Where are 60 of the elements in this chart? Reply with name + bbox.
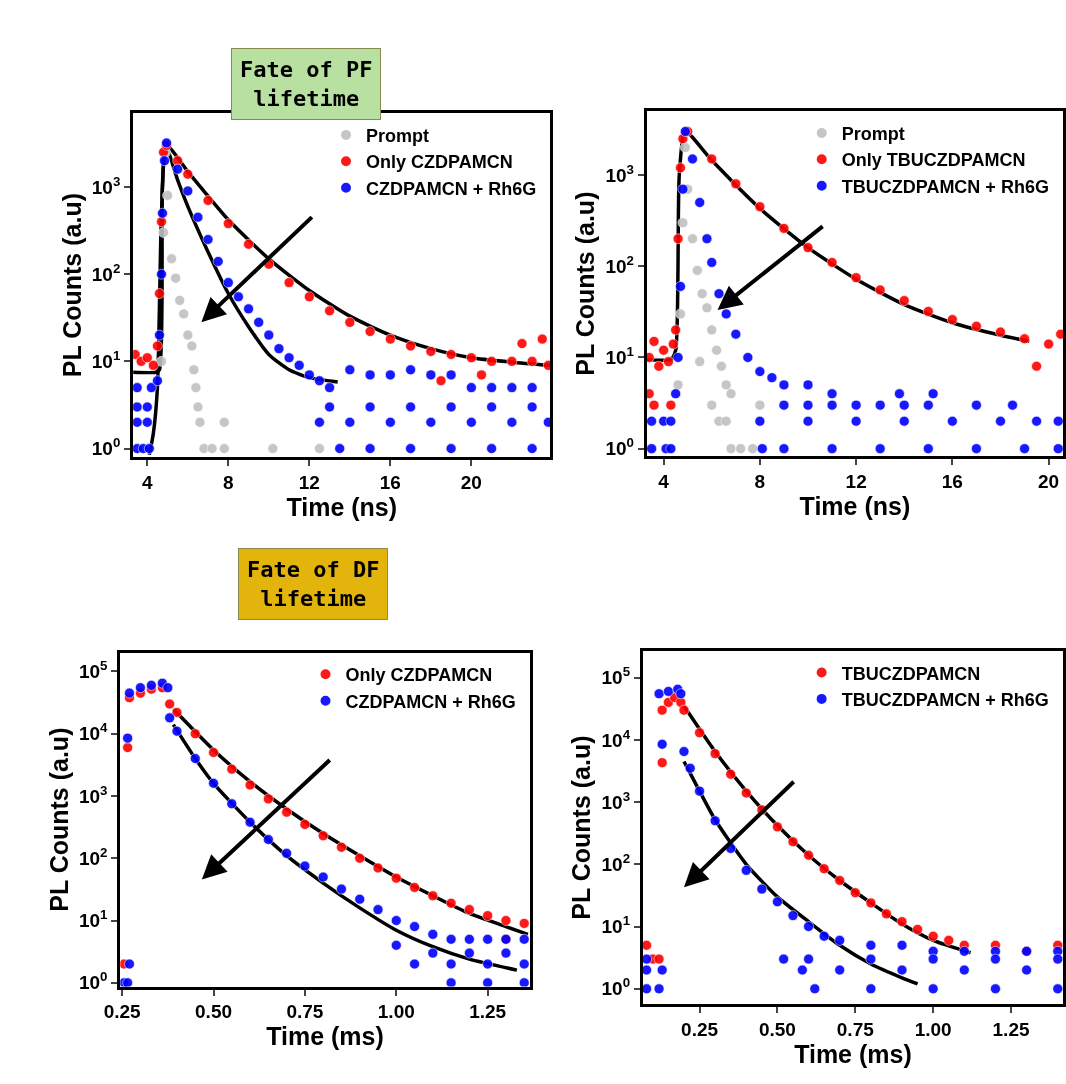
y-tick-label: 10$^{3}$ — [605, 161, 634, 186]
y-axis-title: PL Counts (a.u) — [567, 735, 596, 920]
legend-label: CZDPAMCN + Rh6G — [345, 691, 516, 712]
y-tick-label: 10$^{0}$ — [605, 435, 634, 460]
chart-title: Fate of DF lifetime — [247, 557, 380, 611]
y-tick-label: 10$^{0}$ — [601, 975, 631, 1000]
legend-label: CZDPAMCN + Rh6G — [366, 178, 537, 199]
x-tick-label: 4 — [142, 471, 154, 493]
x-tick-label: 8 — [754, 470, 766, 492]
x-tick-label: 0.50 — [195, 1001, 233, 1023]
x-tick-label: 1.25 — [469, 1001, 507, 1023]
y-tick-label: 10$^{5}$ — [78, 658, 109, 683]
y-axis-title: PL Counts (a.u) — [571, 191, 600, 376]
y-tick-label: 10$^{2}$ — [91, 260, 121, 285]
x-axis-title: Time (ns) — [286, 492, 398, 521]
legend-label: Prompt — [366, 125, 430, 146]
legend-label: TBUCZDPAMCN — [841, 663, 981, 684]
y-tick-label: 10$^{4}$ — [601, 726, 631, 751]
y-tick-label: 10$^{2}$ — [601, 851, 631, 875]
y-tick-label: 10$^{0}$ — [91, 435, 121, 460]
x-tick-label: 20 — [1038, 470, 1060, 492]
legend-label: Only TBUCZDPAMCN — [841, 150, 1026, 171]
x-tick-label: 0.75 — [286, 1001, 324, 1023]
x-tick-label: 0.50 — [758, 1019, 796, 1041]
x-tick-label: 12 — [845, 470, 867, 492]
x-tick-label: 12 — [298, 471, 320, 493]
legend-label: Only CZDPAMCN — [366, 152, 513, 173]
x-tick-label: 16 — [941, 470, 963, 492]
y-tick-label: 10$^{3}$ — [91, 173, 121, 198]
y-axis-title: PL Counts (a.u) — [57, 193, 86, 378]
x-axis-title: Time (ms) — [794, 1040, 912, 1069]
x-tick-label: 4 — [658, 470, 670, 492]
x-tick-label: 16 — [379, 471, 401, 493]
x-axis-title: Time (ns) — [799, 491, 911, 520]
y-tick-label: 10$^{5}$ — [601, 664, 631, 689]
legend-label: TBUCZDPAMCN + Rh6G — [841, 689, 1049, 710]
y-tick-label: 10$^{1}$ — [91, 348, 121, 373]
x-tick-label: 8 — [223, 471, 234, 493]
y-tick-label: 10$^{0}$ — [78, 969, 108, 994]
y-tick-label: 10$^{4}$ — [78, 720, 109, 745]
y-tick-label: 10$^{3}$ — [601, 788, 631, 813]
legend-label: Only CZDPAMCN — [345, 665, 493, 686]
x-tick-label: 20 — [460, 471, 482, 493]
x-tick-label: 1.00 — [377, 1001, 415, 1023]
y-tick-label: 10$^{1}$ — [78, 907, 109, 932]
chart-title: Fate of PF lifetime — [240, 57, 373, 111]
x-tick-label: 0.25 — [681, 1019, 719, 1041]
y-axis-title: PL Counts (a.u) — [44, 727, 73, 912]
y-tick-label: 10$^{1}$ — [605, 344, 635, 369]
y-tick-label: 10$^{3}$ — [78, 782, 108, 807]
y-tick-label: 10$^{1}$ — [601, 913, 631, 938]
y-tick-label: 10$^{2}$ — [78, 844, 108, 869]
x-tick-label: 0.25 — [103, 1001, 142, 1023]
y-tick-label: 10$^{2}$ — [605, 252, 634, 277]
legend-label: TBUCZDPAMCN + Rh6G — [841, 176, 1049, 197]
x-tick-label: 0.75 — [836, 1019, 875, 1041]
x-tick-label: 1.25 — [992, 1019, 1030, 1041]
legend-label: Prompt — [841, 123, 905, 144]
x-tick-label: 1.00 — [914, 1019, 952, 1041]
x-axis-title: Time (ms) — [266, 1022, 384, 1051]
